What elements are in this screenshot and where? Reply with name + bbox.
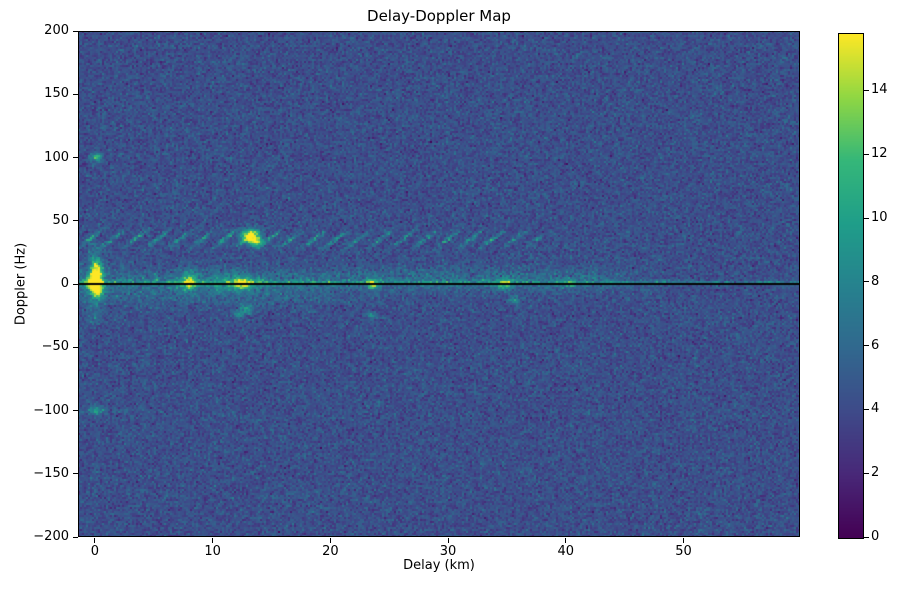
y-tick-label: 200 — [44, 23, 69, 38]
colorbar-tick-mark — [864, 153, 869, 155]
colorbar-tick-label: 4 — [871, 401, 880, 417]
colorbar-tick-mark — [864, 408, 869, 410]
colorbar-tick-mark — [864, 472, 869, 474]
colorbar-tick-label: 8 — [871, 273, 880, 289]
y-tick-mark — [73, 220, 78, 222]
y-tick-mark — [73, 410, 78, 411]
x-tick-label: 0 — [90, 544, 100, 559]
chart-title: Delay-Doppler Map — [367, 7, 511, 25]
y-tick-label: −200 — [33, 529, 69, 544]
y-tick-mark — [73, 536, 78, 538]
colorbar-tick-mark — [864, 345, 869, 347]
x-axis-label: Delay (km) — [403, 558, 475, 573]
y-axis-label: Doppler (Hz) — [13, 242, 29, 326]
x-tick-label: 50 — [675, 544, 692, 559]
y-tick-label: −50 — [41, 339, 69, 355]
colorbar-tick-label: 6 — [871, 337, 880, 353]
y-tick-label: −150 — [33, 465, 69, 481]
y-tick-mark — [73, 93, 78, 95]
x-tick-label: 40 — [557, 544, 575, 559]
x-tick-mark — [329, 538, 331, 543]
x-tick-mark — [94, 538, 96, 543]
x-tick-mark — [212, 538, 214, 543]
colorbar-canvas — [838, 33, 864, 539]
y-tick-mark — [73, 30, 78, 32]
x-tick-label: 20 — [322, 544, 339, 559]
x-tick-label: 10 — [204, 544, 221, 559]
y-tick-mark — [73, 283, 78, 285]
colorbar-tick-mark — [864, 281, 869, 283]
colorbar-tick-label: 0 — [871, 529, 880, 544]
y-tick-label: 0 — [60, 276, 69, 291]
y-tick-label: 150 — [44, 86, 69, 102]
x-tick-label: 30 — [439, 544, 457, 559]
colorbar-tick-label: 14 — [871, 82, 888, 98]
y-tick-label: 50 — [52, 212, 69, 228]
colorbar-tick-label: 12 — [871, 146, 888, 162]
colorbar-tick-mark — [864, 89, 869, 91]
x-tick-mark — [447, 538, 449, 543]
y-tick-label: 100 — [44, 149, 69, 165]
y-tick-label: −100 — [33, 402, 69, 418]
y-tick-mark — [73, 346, 78, 348]
x-tick-mark — [682, 538, 684, 543]
y-tick-mark — [73, 473, 78, 475]
colorbar-tick-mark — [864, 536, 869, 538]
colorbar-tick-label: 10 — [871, 210, 888, 225]
colorbar-tick-mark — [864, 217, 869, 219]
x-tick-mark — [565, 538, 567, 543]
colorbar-tick-label: 2 — [871, 465, 880, 481]
heatmap-canvas — [78, 31, 800, 537]
y-tick-mark — [73, 157, 78, 158]
